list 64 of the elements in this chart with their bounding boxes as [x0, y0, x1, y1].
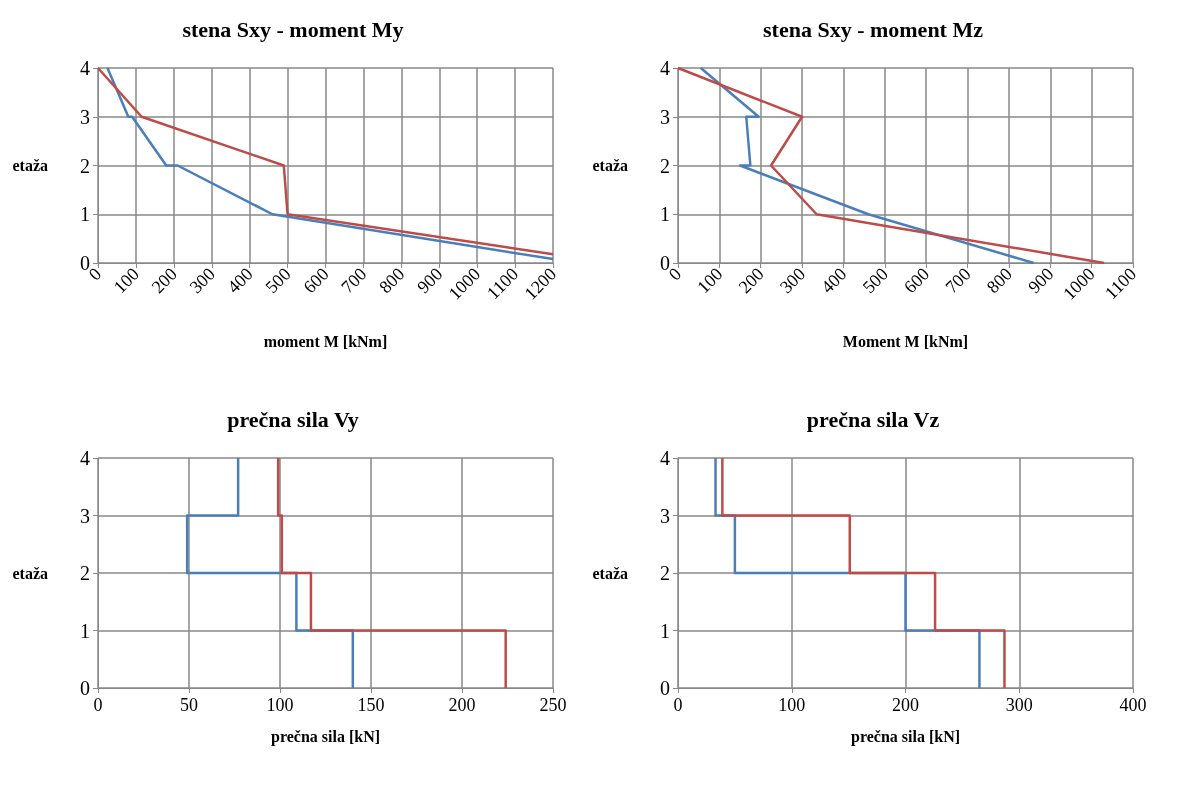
y-tick-label: 2 — [660, 562, 670, 584]
x-tick-label: 700 — [941, 263, 975, 298]
x-tick-label: 800 — [982, 263, 1016, 298]
y-axis-title: etaža — [592, 157, 628, 174]
y-tick-label: 3 — [660, 504, 670, 527]
x-axis-title: prečna sila [kN] — [850, 727, 961, 746]
x-tick-label: 600 — [900, 263, 934, 298]
x-tick-label: 400 — [817, 263, 851, 298]
chart-title: prečna sila Vz — [806, 406, 940, 432]
y-tick-label: 3 — [660, 105, 670, 128]
x-tick-label: 700 — [337, 263, 371, 298]
x-axis-title: moment M [kNm] — [263, 332, 388, 350]
x-tick-label: 1100 — [483, 263, 523, 304]
y-tick-label: 2 — [80, 562, 90, 584]
x-tick-label: 600 — [299, 263, 333, 298]
x-tick-label: 400 — [1119, 695, 1147, 715]
y-tick-label: 1 — [80, 203, 90, 226]
x-tick-label: 200 — [147, 263, 181, 298]
x-tick-label: 500 — [858, 263, 892, 298]
y-tick-label: 1 — [660, 203, 670, 226]
y-tick-label: 0 — [80, 677, 90, 699]
x-tick-label: 800 — [375, 263, 409, 298]
x-tick-label: 0 — [673, 695, 683, 715]
x-tick-label: 100 — [109, 263, 143, 298]
y-tick-label: 1 — [660, 619, 670, 642]
x-tick-label: 200 — [892, 695, 919, 715]
x-tick-label: 300 — [185, 263, 219, 298]
x-tick-label: 1100 — [1100, 263, 1141, 304]
x-tick-label: 200 — [734, 263, 768, 298]
line-series — [676, 66, 1106, 265]
y-tick-label: 4 — [660, 57, 670, 79]
line-series — [276, 456, 507, 690]
x-tick-label: 900 — [1024, 263, 1058, 298]
y-axis-title: etaža — [12, 564, 48, 582]
x-tick-label: 300 — [775, 263, 810, 298]
x-tick-label: 300 — [1005, 695, 1033, 715]
x-tick-label: 400 — [223, 263, 257, 298]
x-tick-label: 500 — [261, 263, 295, 298]
chart-title: stena Sxy - moment Mz — [763, 16, 984, 42]
x-tick-label: 150 — [357, 695, 385, 715]
y-tick-label: 2 — [80, 154, 90, 177]
y-tick-label: 4 — [80, 57, 90, 79]
x-tick-label: 100 — [693, 263, 727, 298]
x-tick-label: 50 — [180, 695, 198, 715]
line-series — [699, 66, 1035, 265]
y-tick-label: 2 — [660, 154, 670, 177]
chart-title: stena Sxy - moment My — [182, 16, 404, 42]
y-tick-label: 3 — [80, 105, 90, 128]
x-axis-title: prečna sila [kN] — [270, 727, 381, 746]
x-tick-label: 100 — [266, 695, 294, 715]
chart-title: prečna sila Vy — [227, 406, 359, 432]
y-tick-label: 0 — [660, 677, 670, 699]
x-tick-label: 200 — [448, 695, 476, 715]
y-tick-label: 3 — [80, 504, 90, 527]
y-tick-label: 1 — [80, 619, 90, 642]
x-tick-label: 0 — [93, 695, 103, 715]
x-tick-label: 100 — [778, 695, 806, 715]
y-axis-title: etaža — [12, 157, 48, 174]
y-tick-label: 4 — [80, 447, 90, 469]
y-tick-label: 4 — [660, 447, 670, 469]
y-axis-title: etaža — [592, 564, 628, 582]
x-tick-label: 250 — [539, 695, 567, 715]
x-tick-label: 900 — [413, 263, 447, 298]
x-axis-title: Moment M [kNm] — [842, 332, 969, 350]
